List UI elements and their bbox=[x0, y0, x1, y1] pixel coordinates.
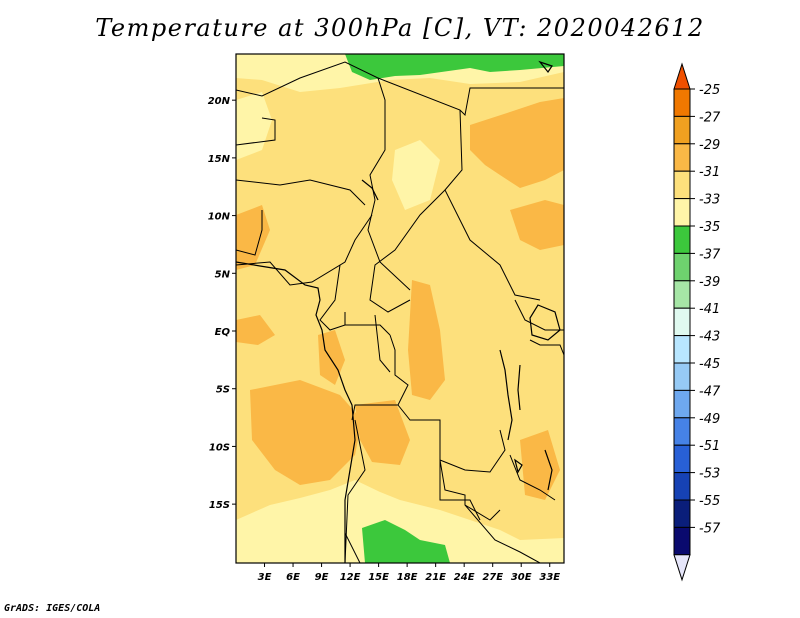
colorbar-label: -45 bbox=[699, 357, 720, 372]
colorbar-label: -43 bbox=[699, 330, 720, 345]
colorbar-swatch bbox=[673, 499, 691, 528]
lon-tick-label: 9E bbox=[315, 572, 329, 583]
lat-tick-label: EQ bbox=[215, 327, 231, 338]
country-borders bbox=[236, 61, 564, 563]
colorbar-swatch bbox=[673, 335, 691, 364]
colorbar-swatch bbox=[673, 252, 691, 282]
cool-patch-west bbox=[236, 92, 272, 160]
colorbar-label: -39 bbox=[699, 275, 720, 290]
map-title: Temperature at 300hPa [C], VT: 202004261… bbox=[95, 14, 705, 42]
colorbar-swatch bbox=[673, 389, 691, 419]
lon-tick-label: 21E bbox=[425, 572, 446, 583]
colorbar-swatch bbox=[673, 307, 691, 337]
colorbar-swatch bbox=[673, 88, 691, 117]
colorbar-label: -49 bbox=[699, 412, 720, 427]
map-frame bbox=[235, 53, 565, 564]
colorbar-swatch bbox=[673, 444, 691, 474]
colorbar-label: -41 bbox=[699, 302, 720, 317]
lat-tick-label: 10N bbox=[208, 212, 231, 223]
lon-tick-label: 18E bbox=[397, 572, 418, 583]
warm-patch-southwest bbox=[250, 380, 362, 485]
colorbar-label: -33 bbox=[699, 193, 720, 208]
cool-patch-center bbox=[392, 140, 440, 210]
colorbar-swatch bbox=[673, 225, 691, 254]
lon-tick-label: 27E bbox=[482, 572, 503, 583]
colorbar: -25 -27 -29 -31 -33 -35 -37 -39 -41 -43 -45 -47 -49 -… bbox=[673, 62, 721, 582]
cold-patch-north bbox=[345, 54, 564, 80]
colorbar-swatch bbox=[673, 362, 691, 391]
colorbar-arrow-bottom bbox=[673, 554, 691, 582]
colorbar-swatch bbox=[673, 526, 691, 556]
coastlines bbox=[236, 60, 561, 563]
warm-patch-west-coast bbox=[236, 315, 275, 345]
colorbar-arrow-top bbox=[673, 62, 691, 90]
latitude-axis: 20N 15N 10N 5N EQ 5S 10S 15S bbox=[208, 96, 236, 511]
colorbar-swatch bbox=[673, 280, 691, 309]
colorbar-label: -53 bbox=[699, 467, 720, 482]
lon-tick-label: 30E bbox=[511, 572, 532, 583]
colorbar-swatch bbox=[673, 472, 691, 501]
colorbar-label: -27 bbox=[699, 110, 721, 125]
colorbar-swatch bbox=[673, 198, 691, 227]
longitude-axis: 3E 6E 9E 12E 15E 18E 21E 24E 27E 30E 33E bbox=[258, 563, 560, 583]
lat-tick-label: 15S bbox=[209, 500, 230, 511]
lat-tick-label: 5S bbox=[216, 385, 230, 396]
colorbar-label: -57 bbox=[699, 521, 721, 536]
colorbar-label: -47 bbox=[699, 384, 721, 399]
temperature-field bbox=[236, 54, 564, 563]
colorbar-label: -51 bbox=[699, 439, 720, 454]
warm-patch-northeast bbox=[470, 98, 564, 188]
colorbar-swatch bbox=[673, 115, 691, 145]
warm-patch-center bbox=[408, 280, 445, 400]
lon-tick-label: 15E bbox=[368, 572, 389, 583]
colorbar-label: -31 bbox=[699, 165, 720, 180]
lon-tick-label: 6E bbox=[286, 572, 300, 583]
colorbar-swatch bbox=[673, 170, 691, 200]
lat-tick-label: 15N bbox=[208, 154, 231, 165]
lon-tick-label: 12E bbox=[340, 572, 361, 583]
warm-patch-south-center bbox=[355, 400, 410, 465]
lat-tick-label: 20N bbox=[208, 96, 231, 107]
lat-tick-label: 5N bbox=[215, 269, 231, 280]
colorbar-swatch bbox=[673, 143, 691, 172]
grads-credit: GrADS: IGES/COLA bbox=[4, 603, 101, 614]
lon-tick-label: 3E bbox=[258, 572, 272, 583]
colorbar-label: -29 bbox=[699, 138, 720, 153]
colorbar-label: -35 bbox=[699, 220, 720, 235]
colorbar-swatch bbox=[673, 417, 691, 446]
cool-band-south bbox=[236, 480, 564, 563]
colorbar-label: -37 bbox=[699, 247, 721, 262]
lon-tick-label: 33E bbox=[539, 572, 560, 583]
colorbar-label: -25 bbox=[699, 83, 720, 98]
lat-tick-label: 10S bbox=[209, 442, 230, 453]
warm-patch-east bbox=[510, 200, 564, 250]
cold-patch-south bbox=[362, 520, 450, 563]
lon-tick-label: 24E bbox=[454, 572, 475, 583]
colorbar-label: -55 bbox=[699, 494, 720, 509]
